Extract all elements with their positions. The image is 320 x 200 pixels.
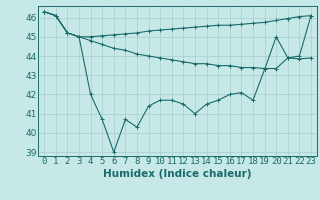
X-axis label: Humidex (Indice chaleur): Humidex (Indice chaleur)	[103, 169, 252, 179]
